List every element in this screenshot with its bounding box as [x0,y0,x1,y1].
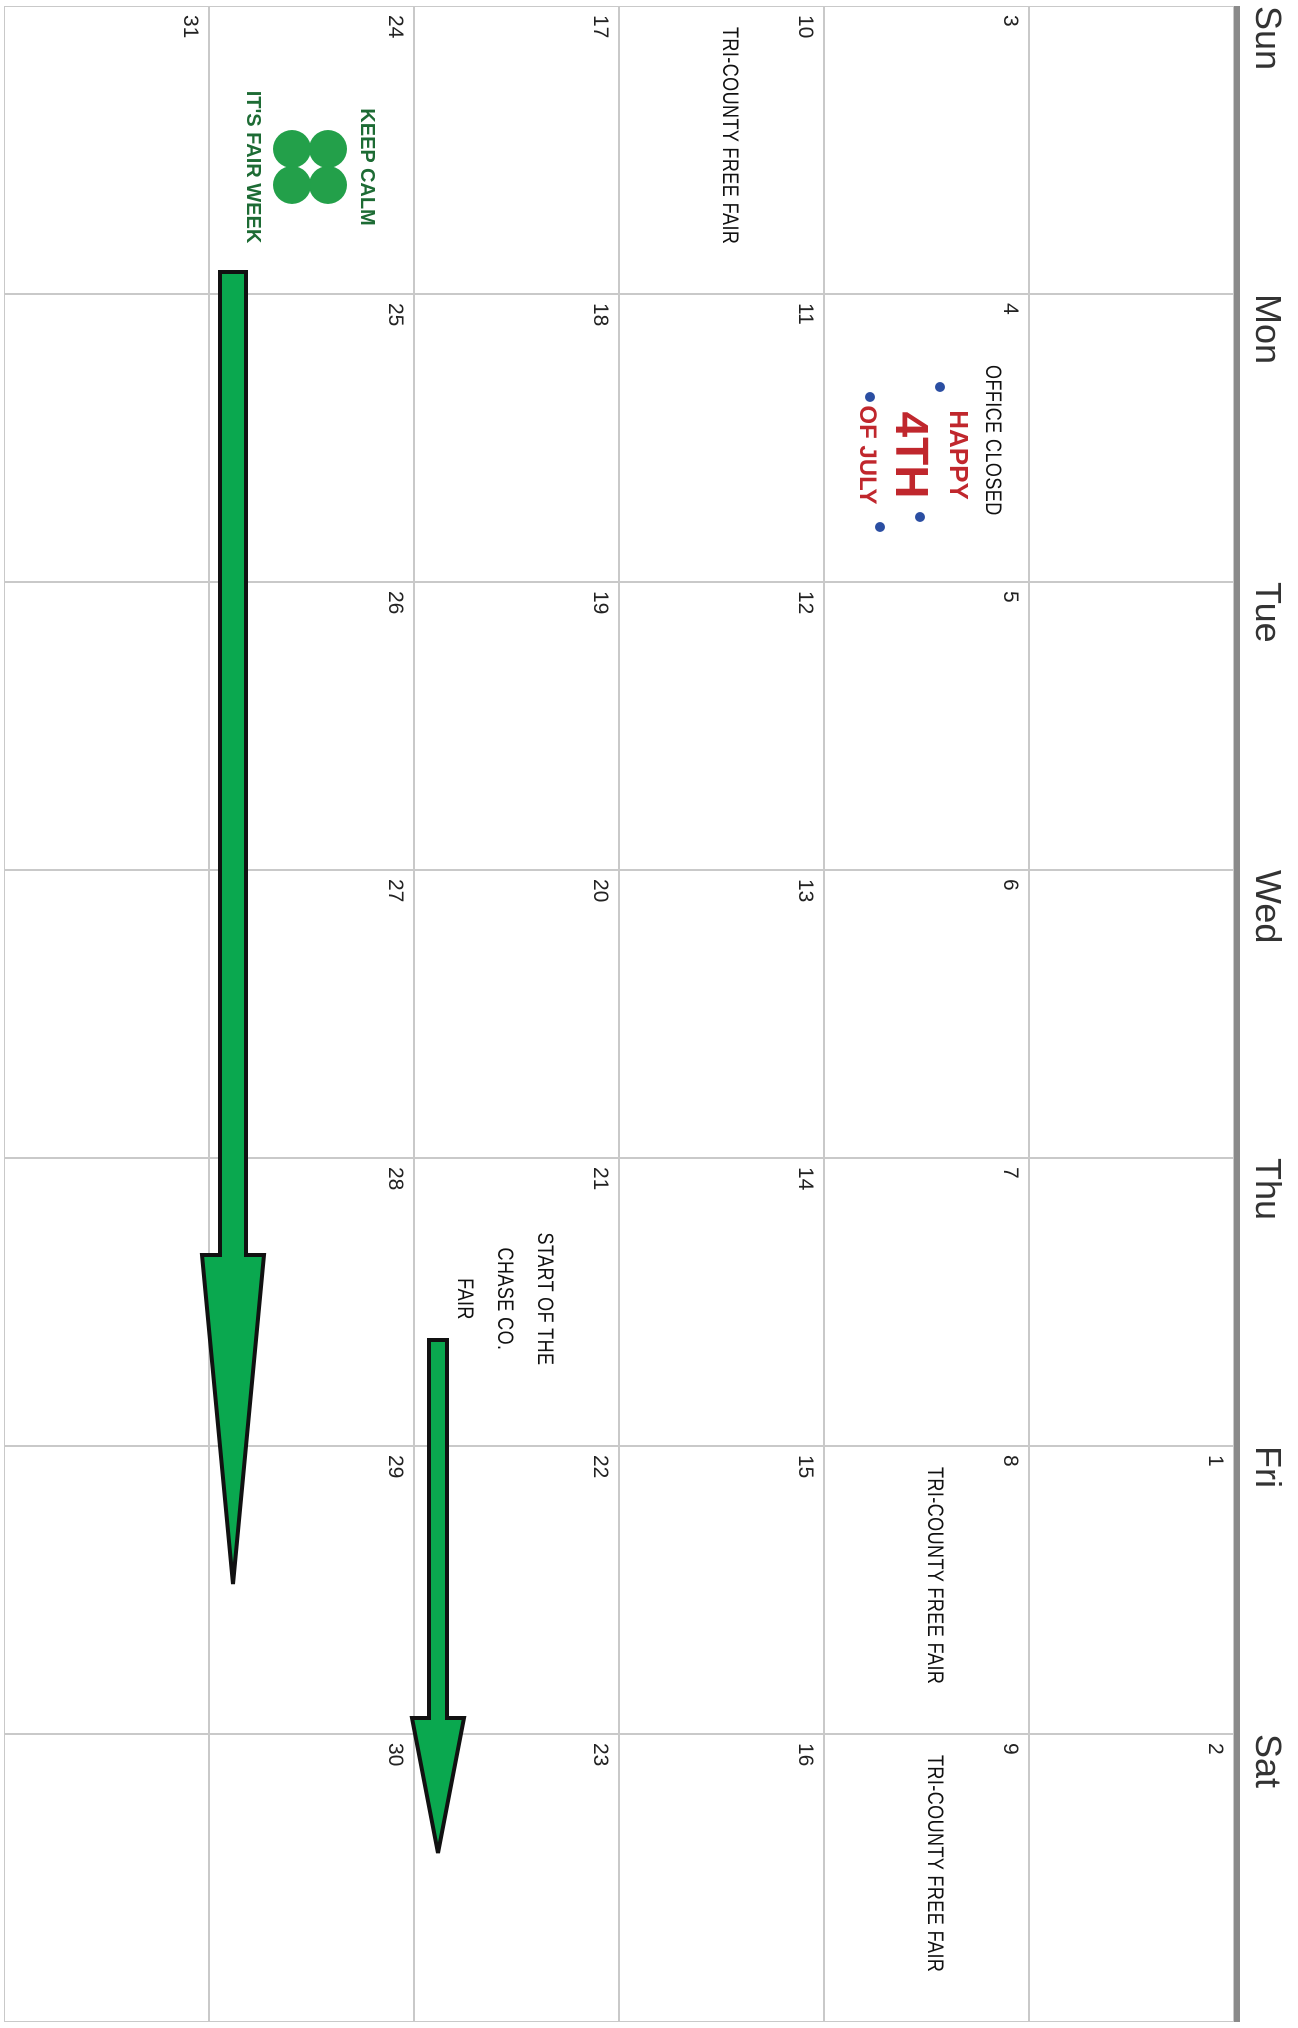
calendar: SunMonTueWedThuFriSat1234HAPPY4THOF JULY… [0,0,1298,2028]
date-number: 8 [998,1455,1022,1467]
date-number: 5 [998,591,1022,603]
day-cell [4,1158,209,1446]
day-cell: 30 [209,1734,414,2022]
day-cell: 6 [824,870,1029,1158]
event-text: CHASE CO. [492,1217,518,1381]
star [865,392,875,402]
event-text: TRI-COUNTY FREE FAIR [922,1755,948,1972]
date-number: 31 [178,15,202,38]
day-header: Thu [1238,1158,1298,1220]
day-cell: 20 [414,870,619,1158]
day-cell [1029,6,1234,294]
date-number: 6 [998,879,1022,891]
day-cell: 9 TRI-COUNTY FREE FAIR [824,1734,1029,2022]
day-cell: 31 [4,6,209,294]
date-number: 7 [998,1167,1022,1179]
day-header: Sat [1238,1734,1298,1788]
day-cell: 16 [619,1734,824,2022]
date-number: 9 [998,1743,1022,1755]
day-cell: 17 [414,6,619,294]
date-number: 21 [588,1167,612,1190]
page: SunMonTueWedThuFriSat1234HAPPY4THOF JULY… [0,0,1298,2028]
day-header: Fri [1238,1446,1298,1488]
date-number: 15 [793,1455,817,1478]
day-cell: 1 [1029,1446,1234,1734]
day-cell: 15 [619,1446,824,1734]
day-cell: 19 [414,582,619,870]
event-text: START OF THE [532,1217,558,1381]
date-number: 16 [793,1743,817,1766]
date-number: 20 [588,879,612,902]
date-number: 30 [383,1743,407,1766]
date-number: 23 [588,1743,612,1766]
star [915,512,925,522]
day-cell: 10 TRI-COUNTY FREE FAIR [619,6,824,294]
day-cell: 12 [619,582,824,870]
date-number: 13 [793,879,817,902]
clover-leaf [309,166,347,204]
day-cell: 3 [824,6,1029,294]
day-cell [4,1734,209,2022]
date-number: 24 [383,15,407,38]
day-cell: 7 [824,1158,1029,1446]
day-cell: 5 [824,582,1029,870]
clover-leaf [273,130,311,168]
image-text: IT'S FAIR WEEK [242,91,264,244]
fair-week-arrow [198,260,268,1600]
day-cell: 11 [619,294,824,582]
day-cell: 24 KEEP CALM IT'S FAIR WEEK [209,6,414,294]
day-cell [4,582,209,870]
image-text: OF JULY [854,405,881,504]
event-text: TRI-COUNTY FREE FAIR [717,27,743,244]
day-header: Wed [1238,870,1298,943]
star [875,522,885,532]
image-text: KEEP CALM [356,108,378,225]
date-number: 19 [588,591,612,614]
star [935,382,945,392]
date-number: 14 [793,1167,817,1190]
date-number: 11 [793,303,817,325]
date-number: 17 [588,15,612,38]
day-cell [1029,582,1234,870]
day-cell [4,1446,209,1734]
date-number: 10 [793,15,817,38]
image-text: 4TH [886,412,938,499]
day-cell: 8 TRI-COUNTY FREE FAIR [824,1446,1029,1734]
day-header: Tue [1238,582,1298,643]
day-cell: 14 [619,1158,824,1446]
day-cell [1029,870,1234,1158]
date-number: 22 [588,1455,612,1478]
day-cell [4,870,209,1158]
day-cell: 2 [1029,1734,1234,2022]
date-number: 12 [793,591,817,614]
chase-fair-arrow [408,1328,468,1868]
date-number: 4 [998,303,1022,315]
event-text: TRI-COUNTY FREE FAIR [922,1467,948,1684]
day-header: Sun [1238,6,1298,70]
date-number: 26 [383,591,407,614]
day-cell: 13 [619,870,824,1158]
date-number: 2 [1203,1743,1227,1755]
date-number: 1 [1203,1455,1227,1467]
date-number: 28 [383,1167,407,1190]
day-cell: 18 [414,294,619,582]
date-number: 27 [383,879,407,902]
clover-leaf [309,130,347,168]
image-text: HAPPY [944,410,974,500]
day-cell [4,294,209,582]
event-text: OFFICE CLOSED [980,365,1006,516]
date-number: 29 [383,1455,407,1478]
clover-leaf [273,166,311,204]
day-header: Mon [1238,294,1298,364]
date-number: 18 [588,303,612,326]
day-cell [1029,294,1234,582]
day-cell [1029,1158,1234,1446]
date-number: 25 [383,303,407,326]
date-number: 3 [998,15,1022,27]
clover-image: KEEP CALM IT'S FAIR WEEK [233,79,383,254]
